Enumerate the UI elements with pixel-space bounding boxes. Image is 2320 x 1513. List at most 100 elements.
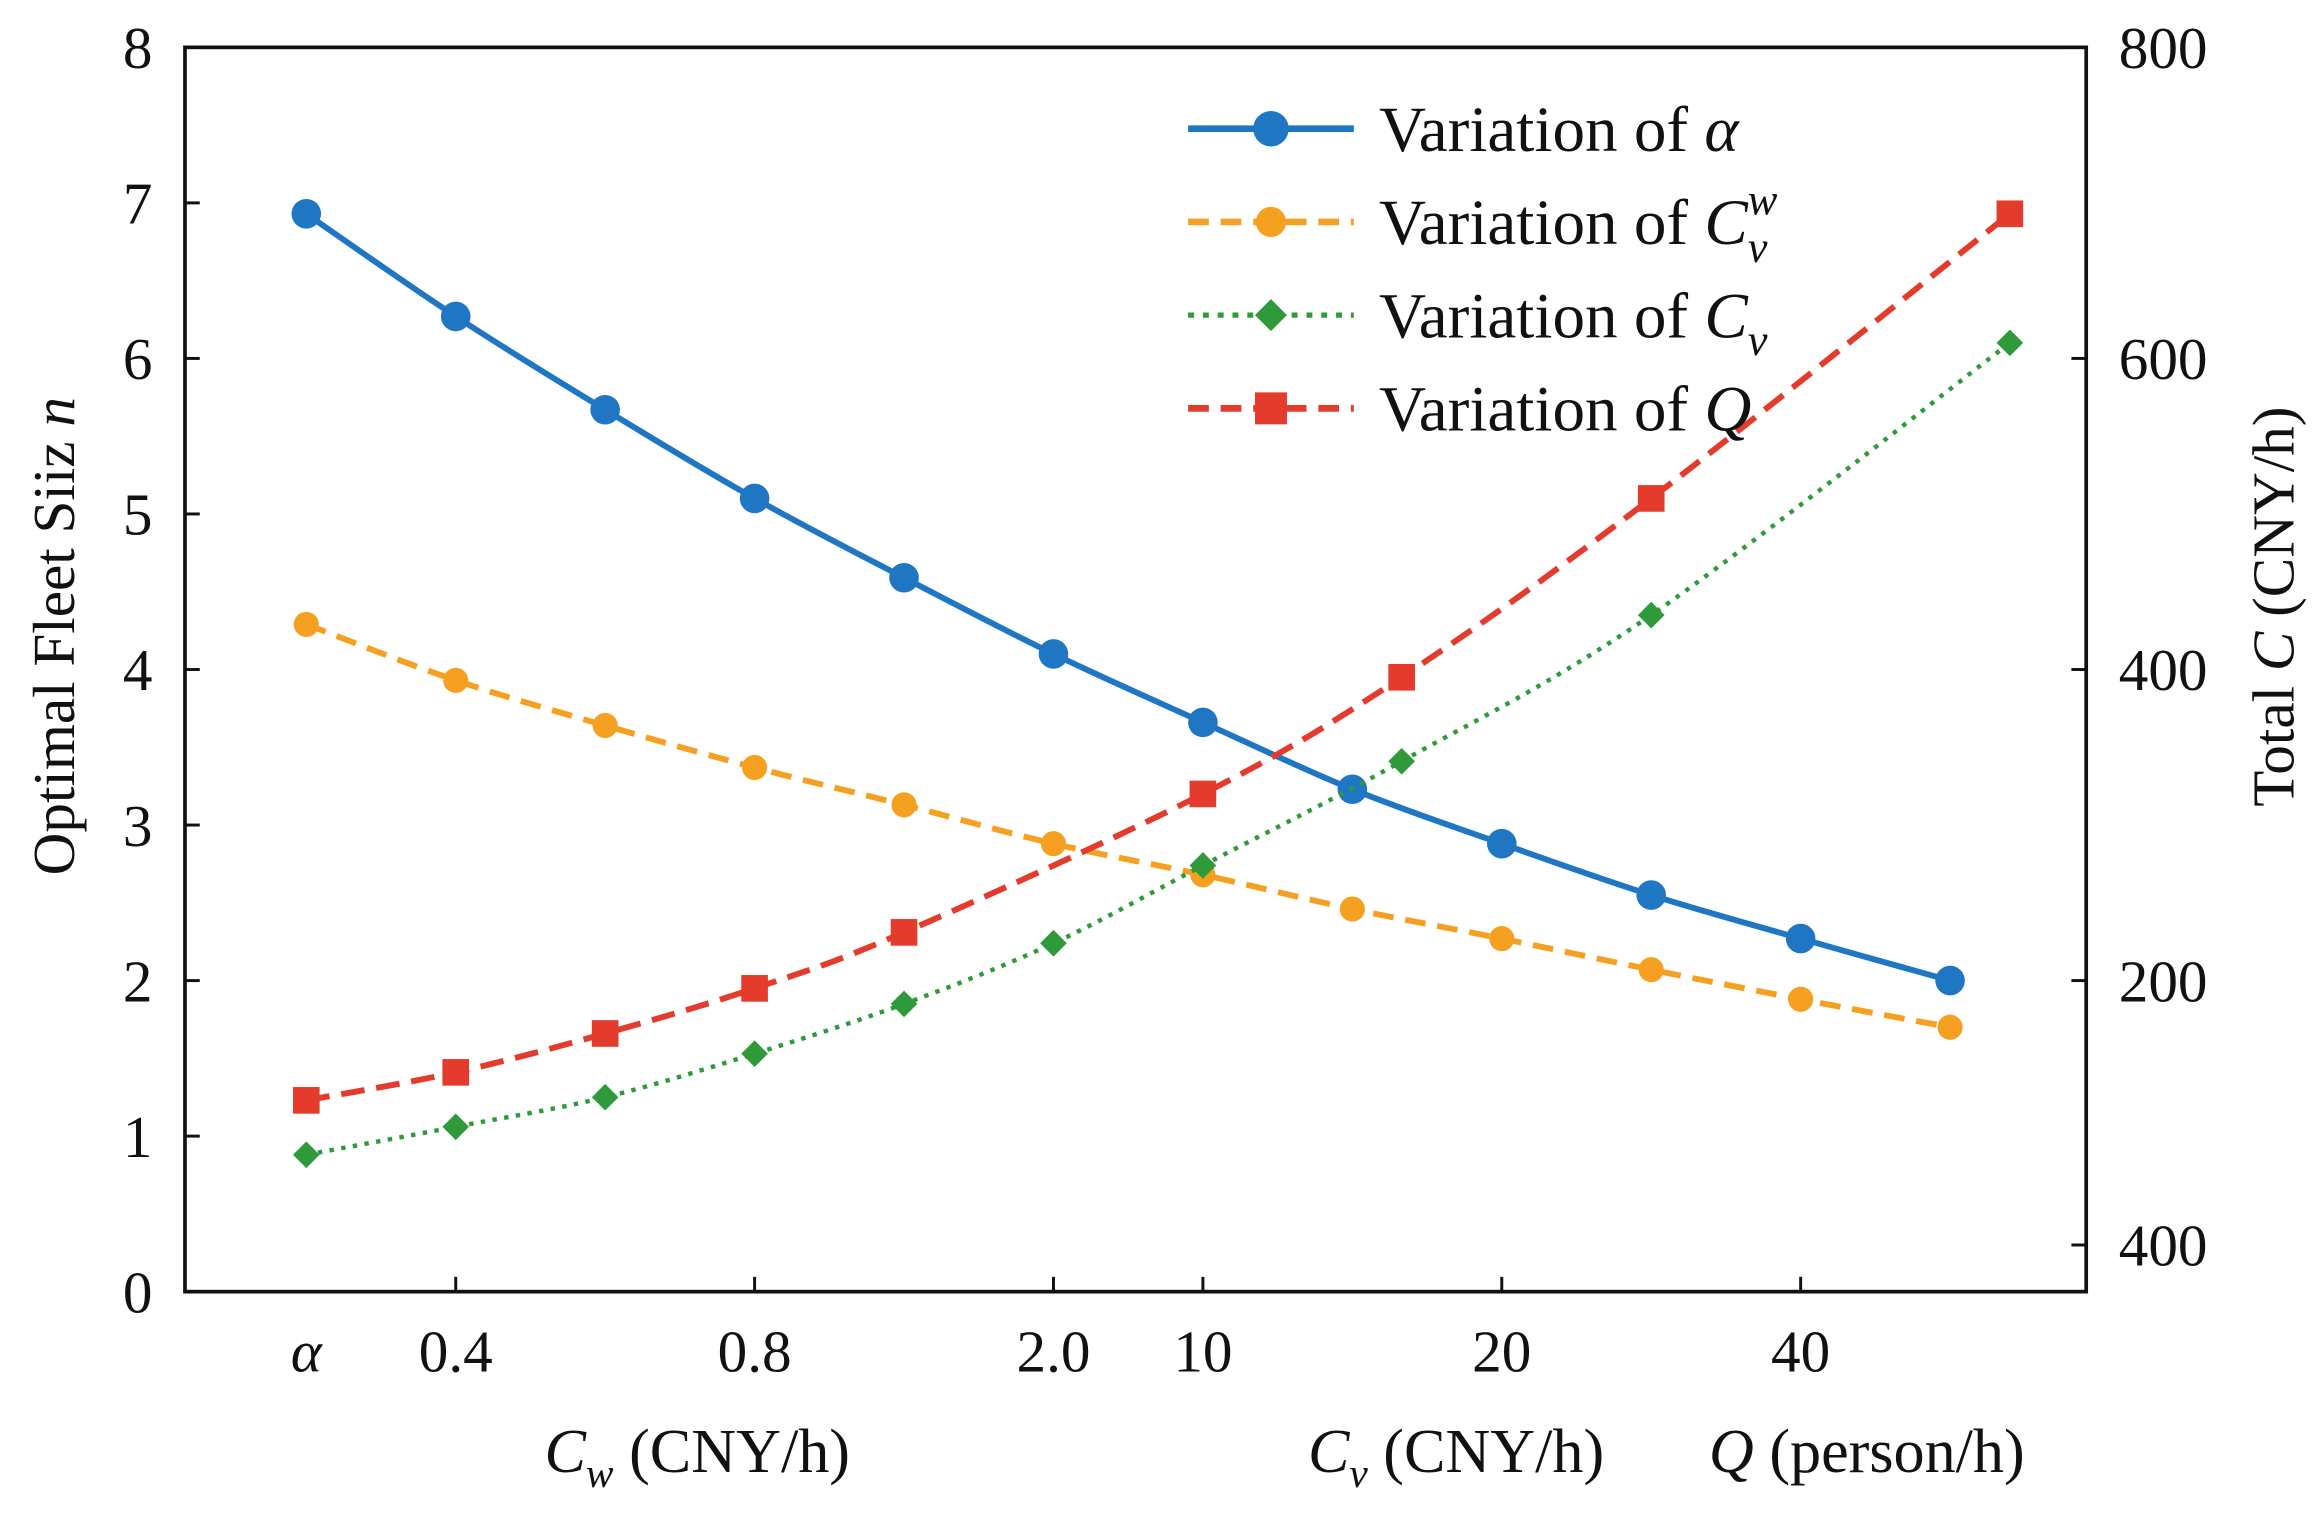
x-axis-label-cv: Cv (CNY/h) [1308, 1418, 1604, 1496]
y-axis-right-label: Total C (CNY/h) [2240, 407, 2306, 807]
marker-square [1388, 663, 1415, 691]
y-left-tick-label: 4 [123, 637, 153, 703]
plot-area [291, 198, 2024, 1169]
legend-label: Variation of Cw v [1379, 175, 1778, 272]
marker-circle [1788, 986, 1814, 1012]
marker-circle [590, 394, 620, 425]
legend-label-sub: v [1748, 222, 1768, 272]
x-label-q-unit: (person/h) [1754, 1418, 2025, 1486]
marker-circle [1785, 923, 1816, 954]
marker-diamond [591, 1083, 619, 1111]
x-label-cw-unit: (CNY/h) [614, 1418, 850, 1486]
marker-circle [742, 754, 768, 781]
legend-label-text: Variation of [1379, 94, 1704, 166]
marker-square [741, 975, 768, 1002]
series-line [305, 621, 1951, 1031]
marker-circle [739, 483, 770, 514]
marker-circle [1636, 880, 1667, 910]
marker-circle [1937, 1014, 1963, 1040]
x-label-cw-sub: w [586, 1450, 614, 1496]
legend-label-text: Variation of [1379, 187, 1704, 259]
y-left-tick-label: 3 [123, 793, 153, 859]
marker-diamond [1996, 329, 2024, 357]
legend-label-text: Variation of [1379, 280, 1704, 352]
marker-circle [1489, 926, 1515, 952]
x-label-cv-unit: (CNY/h) [1368, 1418, 1604, 1486]
series-line [305, 341, 2012, 1157]
marker-circle [440, 301, 471, 332]
y-right-tick-label: 400 [2119, 1213, 2208, 1279]
x-tick-label: 10 [1173, 1319, 1232, 1385]
marker-circle [443, 667, 469, 693]
x-axis-label-cw: Cw (CNY/h) [545, 1418, 850, 1496]
marker-square [1254, 392, 1287, 425]
y-left-tick-label: 5 [123, 482, 153, 548]
x-label-cv-symbol: C [1308, 1418, 1351, 1486]
legend-label: Variation of α [1379, 94, 1740, 166]
legend-label-text: Variation of [1379, 374, 1704, 446]
marker-diamond [1637, 601, 1665, 629]
y-right-tick-label: 400 [2119, 637, 2208, 703]
x-label-cw-symbol: C [545, 1418, 588, 1486]
marker-circle [592, 712, 618, 739]
marker-diamond [292, 1141, 320, 1169]
y-axis-right-label-prefix: Total [2240, 671, 2306, 807]
marker-circle [1935, 965, 1965, 996]
y-left-tick-label: 7 [123, 171, 153, 237]
legend-label-sup: w [1748, 175, 1778, 225]
x-tick-label: 20 [1472, 1319, 1531, 1385]
marker-square [1996, 200, 2024, 228]
marker-circle [1038, 639, 1069, 669]
series-3 [292, 200, 2024, 1114]
legend-item-3: Variation of Q [1188, 374, 1751, 446]
marker-circle [889, 562, 919, 593]
y-right-tick-label: 600 [2119, 326, 2208, 392]
marker-circle [293, 611, 319, 637]
legend-label-symbol: α [1704, 94, 1740, 166]
x-label-cv-sub: v [1349, 1450, 1368, 1496]
series-2 [292, 329, 2024, 1169]
legend-item-1: Variation of Cw v [1188, 175, 1778, 272]
marker-diamond [1189, 852, 1217, 879]
y-axis-right-label-symbol: C [2240, 630, 2306, 671]
y-left-tick-label: 2 [123, 948, 153, 1014]
x-label-q-symbol: Q [1709, 1418, 1754, 1486]
marker-circle [1339, 896, 1365, 922]
marker-diamond [1040, 929, 1067, 957]
legend-label-symbol: Q [1704, 374, 1751, 446]
y-axis-right-label-suffix: (CNY/h) [2240, 407, 2306, 632]
legend-item-0: Variation of α [1188, 94, 1740, 166]
marker-diamond [1254, 299, 1287, 332]
marker-circle [1188, 707, 1218, 738]
plot-frame [183, 45, 2089, 1294]
marker-square [890, 919, 918, 946]
axes: 0 1 2 3 4 5 6 7 8 800 600 400 200 400 α 0.4 0.8 2.0 10 20 40 [123, 15, 2208, 1384]
marker-square [591, 1020, 619, 1047]
y-left-tick-label: 8 [123, 15, 153, 81]
marker-square [1637, 485, 1665, 512]
x-tick-label: 2.0 [1016, 1319, 1090, 1385]
marker-diamond [442, 1113, 470, 1141]
y-axis-left-label: Optimal Fleet Siiz n [21, 397, 87, 875]
y-right-tick-label: 800 [2119, 15, 2208, 81]
legend-label-symbol: C [1704, 280, 1749, 352]
x-tick-label: 0.4 [419, 1319, 493, 1385]
marker-square [292, 1087, 320, 1114]
y-right-tick-label: 200 [2119, 948, 2208, 1014]
y-left-tick-label: 1 [123, 1104, 153, 1170]
x-tick-label: 40 [1771, 1319, 1830, 1385]
series-line [305, 211, 2012, 1104]
legend-item-2: Variation of Cv [1188, 280, 1768, 365]
legend-label: Variation of Q [1379, 374, 1751, 446]
x-tick-label: 0.8 [718, 1319, 792, 1385]
legend-label-symbol: C [1704, 187, 1749, 259]
marker-square [442, 1059, 470, 1086]
marker-diamond [890, 990, 918, 1018]
legend-label-sub: v [1748, 315, 1768, 365]
marker-circle [1253, 110, 1289, 147]
marker-diamond [741, 1040, 768, 1067]
x-tick-label: α [291, 1319, 324, 1385]
marker-diamond [1388, 747, 1415, 775]
